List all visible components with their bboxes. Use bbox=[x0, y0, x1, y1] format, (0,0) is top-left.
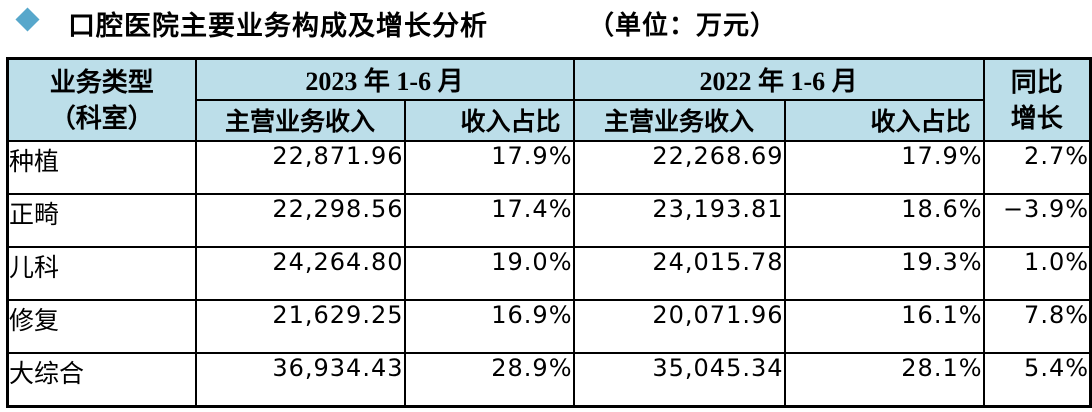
table-row: 正畸 22,298.56 17.4% 23,193.81 18.6% −3.9% bbox=[6, 192, 1092, 248]
yoy-cell: 2.7% bbox=[982, 139, 1092, 195]
header-period-2023: 2023 年 1-6 月 bbox=[194, 57, 575, 101]
revenue-2022-cell: 20,071.96 bbox=[572, 298, 786, 354]
dept-cell: 正畸 bbox=[6, 192, 197, 248]
header-business-type-line2: （科室） bbox=[49, 102, 154, 133]
share-2022-cell: 18.6% bbox=[783, 192, 985, 248]
table-row: 儿科 24,264.80 19.0% 24,015.78 19.3% 1.0% bbox=[6, 245, 1092, 301]
revenue-2023-cell: 22,871.96 bbox=[194, 139, 406, 195]
header-yoy-line1: 同比 bbox=[1010, 66, 1063, 97]
revenue-2022-cell: 23,193.81 bbox=[572, 192, 786, 248]
revenue-2022-cell: 35,045.34 bbox=[572, 351, 786, 407]
share-2022-cell: 28.1% bbox=[783, 351, 985, 407]
share-2023-cell: 28.9% bbox=[403, 351, 575, 407]
share-2023-cell: 17.4% bbox=[403, 192, 575, 248]
share-2022-cell: 17.9% bbox=[783, 139, 985, 195]
dept-cell: 大综合 bbox=[6, 351, 197, 407]
section-title: 口腔医院主要业务构成及增长分析 bbox=[68, 11, 488, 41]
header-share-2022: 收入占比 bbox=[783, 98, 985, 142]
header-business-type-line1: 业务类型 bbox=[49, 66, 154, 97]
share-2022-cell: 19.3% bbox=[783, 245, 985, 301]
share-2023-cell: 19.0% bbox=[403, 245, 575, 301]
header-revenue-2022: 主营业务收入 bbox=[572, 98, 786, 142]
business-composition-table: 业务类型 （科室） 2023 年 1-6 月 2022 年 1-6 月 同比 增… bbox=[6, 57, 1092, 408]
revenue-2023-cell: 24,264.80 bbox=[194, 245, 406, 301]
share-2022-cell: 16.1% bbox=[783, 298, 985, 354]
header-period-2022: 2022 年 1-6 月 bbox=[572, 57, 985, 101]
header-revenue-2023: 主营业务收入 bbox=[194, 98, 406, 142]
revenue-2023-cell: 22,298.56 bbox=[194, 192, 406, 248]
header-row-2: 主营业务收入 收入占比 主营业务收入 收入占比 bbox=[8, 98, 1091, 142]
unit-label: （单位：万元） bbox=[588, 10, 778, 40]
table-row: 大综合 36,934.43 28.9% 35,045.34 28.1% 5.4% bbox=[6, 351, 1092, 407]
header-yoy-growth: 同比 增长 bbox=[982, 57, 1092, 142]
share-2023-cell: 16.9% bbox=[403, 298, 575, 354]
revenue-2023-cell: 36,934.43 bbox=[194, 351, 406, 407]
dept-cell: 儿科 bbox=[6, 245, 197, 301]
table-row: 种植 22,871.96 17.9% 22,268.69 17.9% 2.7% bbox=[6, 139, 1092, 195]
yoy-cell: −3.9% bbox=[982, 192, 1092, 248]
header-row-1: 业务类型 （科室） 2023 年 1-6 月 2022 年 1-6 月 同比 增… bbox=[6, 57, 1092, 142]
share-2023-cell: 17.9% bbox=[403, 139, 575, 195]
header-yoy-line2: 增长 bbox=[1010, 102, 1063, 133]
section-title-row: 口腔医院主要业务构成及增长分析 （单位：万元） bbox=[0, 0, 1092, 48]
table-body: 种植 22,871.96 17.9% 22,268.69 17.9% 2.7% … bbox=[6, 139, 1092, 407]
revenue-2022-cell: 22,268.69 bbox=[572, 139, 786, 195]
yoy-cell: 1.0% bbox=[982, 245, 1092, 301]
dept-cell: 修复 bbox=[6, 298, 197, 354]
yoy-cell: 7.8% bbox=[982, 298, 1092, 354]
yoy-cell: 5.4% bbox=[982, 351, 1092, 407]
dept-cell: 种植 bbox=[6, 139, 197, 195]
header-business-type: 业务类型 （科室） bbox=[6, 57, 197, 142]
diamond-bullet-icon bbox=[15, 7, 40, 32]
revenue-2022-cell: 24,015.78 bbox=[572, 245, 786, 301]
table-row: 修复 21,629.25 16.9% 20,071.96 16.1% 7.8% bbox=[6, 298, 1092, 354]
header-share-2023: 收入占比 bbox=[403, 98, 575, 142]
revenue-2023-cell: 21,629.25 bbox=[194, 298, 406, 354]
table-header: 业务类型 （科室） 2023 年 1-6 月 2022 年 1-6 月 同比 增… bbox=[6, 57, 1092, 142]
